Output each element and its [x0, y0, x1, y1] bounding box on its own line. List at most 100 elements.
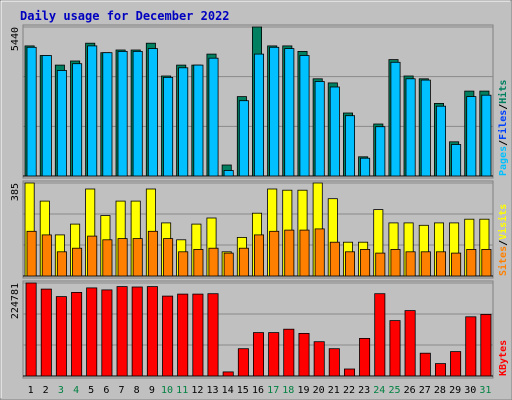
bar-pages-day-30: [466, 96, 477, 177]
bar-pages-day-31: [481, 94, 492, 177]
bar-kbytes-day-18: [283, 328, 295, 377]
day-label-22: 22: [343, 385, 355, 396]
max-value-label: 224781: [10, 283, 21, 319]
legend-pages: Pages: [498, 146, 509, 176]
bar-pages-day-6: [102, 52, 113, 177]
legend-visits-sites: Sites/Visits: [497, 204, 509, 276]
day-label-11: 11: [176, 385, 188, 396]
bar-pages-day-27: [420, 79, 431, 177]
day-label-24: 24: [373, 385, 385, 396]
bar-sites-day-16: [253, 234, 264, 277]
legend-separator: /: [498, 240, 509, 246]
legend-files: Files: [497, 110, 509, 140]
bar-kbytes-day-12: [192, 293, 204, 377]
day-label-7: 7: [118, 385, 124, 396]
legend-separator: /: [498, 104, 509, 110]
bar-pages-day-21: [329, 86, 340, 177]
bar-pages-day-29: [451, 144, 462, 177]
bar-sites-day-31: [481, 248, 492, 277]
bar-sites-day-10: [163, 238, 174, 277]
bar-sites-day-29: [451, 252, 462, 277]
bar-sites-day-2: [41, 234, 52, 277]
day-label-31: 31: [479, 385, 491, 396]
bar-sites-day-27: [420, 251, 431, 277]
day-label-20: 20: [313, 385, 325, 396]
bar-pages-day-7: [117, 51, 128, 177]
bar-sites-day-28: [435, 251, 446, 277]
legend-kbytes: KBytes: [498, 340, 509, 376]
bar-pages-day-20: [314, 81, 325, 177]
day-axis-labels: 1 2 3 4 5 6 7 8 9 10 11 12 13 14 15 16 17 18 19 20 21 22 23 24 2…: [28, 385, 492, 396]
bar-pages-day-26: [405, 78, 416, 177]
day-label-4: 4: [73, 385, 79, 396]
bar-pages-day-2: [41, 55, 52, 177]
legend-hits: Hits: [497, 80, 509, 104]
bar-kbytes-day-11: [177, 293, 189, 377]
bar-pages-day-10: [163, 77, 174, 177]
bar-sites-day-26: [405, 251, 416, 277]
day-label-27: 27: [419, 385, 431, 396]
bar-sites-day-14: [223, 252, 234, 277]
bar-kbytes-day-29: [450, 351, 462, 377]
bar-pages-day-13: [208, 57, 219, 177]
bar-kbytes-day-25: [389, 320, 401, 377]
bar-kbytes-day-14: [222, 371, 234, 377]
day-label-14: 14: [222, 385, 234, 396]
bar-pages-day-9: [147, 48, 158, 177]
legend-sites: Sites: [497, 246, 509, 276]
day-label-8: 8: [134, 385, 140, 396]
bar-kbytes-day-23: [359, 337, 371, 377]
day-label-18: 18: [282, 385, 294, 396]
day-label-16: 16: [252, 385, 264, 396]
bar-pages-day-8: [132, 51, 143, 177]
day-label-6: 6: [103, 385, 109, 396]
legend-separator: /: [498, 140, 509, 146]
day-label-25: 25: [388, 385, 400, 396]
day-label-29: 29: [449, 385, 461, 396]
day-label-10: 10: [161, 385, 173, 396]
bar-kbytes-day-17: [268, 332, 280, 377]
bar-kbytes-day-1: [25, 282, 37, 377]
bar-kbytes-day-27: [419, 352, 431, 377]
bar-pages-day-3: [56, 70, 67, 177]
bar-sites-day-30: [466, 248, 477, 277]
day-label-21: 21: [328, 385, 340, 396]
bar-sites-day-25: [390, 248, 401, 277]
bar-kbytes-day-6: [101, 289, 113, 377]
bar-pages-day-17: [269, 46, 280, 177]
bar-sites-day-6: [102, 239, 113, 277]
bar-sites-day-19: [299, 229, 310, 277]
bar-sites-day-17: [269, 230, 280, 277]
bar-kbytes-day-4: [71, 291, 83, 377]
day-label-19: 19: [297, 385, 309, 396]
bar-pages-day-14: [223, 170, 234, 177]
bar-pages-day-1: [26, 46, 37, 177]
bar-pages-day-24: [375, 126, 386, 177]
bar-sites-day-9: [147, 230, 158, 277]
bar-kbytes-day-8: [131, 286, 143, 377]
bar-pages-day-15: [238, 100, 249, 177]
day-label-3: 3: [58, 385, 64, 396]
bar-kbytes-day-13: [207, 293, 219, 377]
bar-kbytes-day-2: [40, 288, 52, 377]
bar-sites-day-5: [87, 235, 98, 277]
bar-pages-day-18: [284, 48, 295, 177]
bar-kbytes-day-30: [465, 316, 477, 377]
bar-sites-day-13: [208, 247, 219, 277]
bar-sites-day-21: [329, 241, 340, 277]
bar-sites-day-7: [117, 238, 128, 277]
bar-kbytes-day-28: [434, 363, 446, 377]
bar-sites-day-3: [56, 251, 67, 277]
max-value-label: 5440: [10, 27, 21, 51]
bar-kbytes-day-10: [162, 295, 174, 377]
bar-kbytes-day-5: [86, 287, 98, 377]
legend-hits-files-pages: Pages/Files/Hits: [497, 80, 509, 176]
day-label-9: 9: [149, 385, 155, 396]
day-label-28: 28: [434, 385, 446, 396]
day-label-12: 12: [191, 385, 203, 396]
bar-pages-day-22: [344, 115, 355, 177]
bar-pages-day-11: [178, 67, 189, 177]
bar-sites-day-24: [375, 252, 386, 277]
